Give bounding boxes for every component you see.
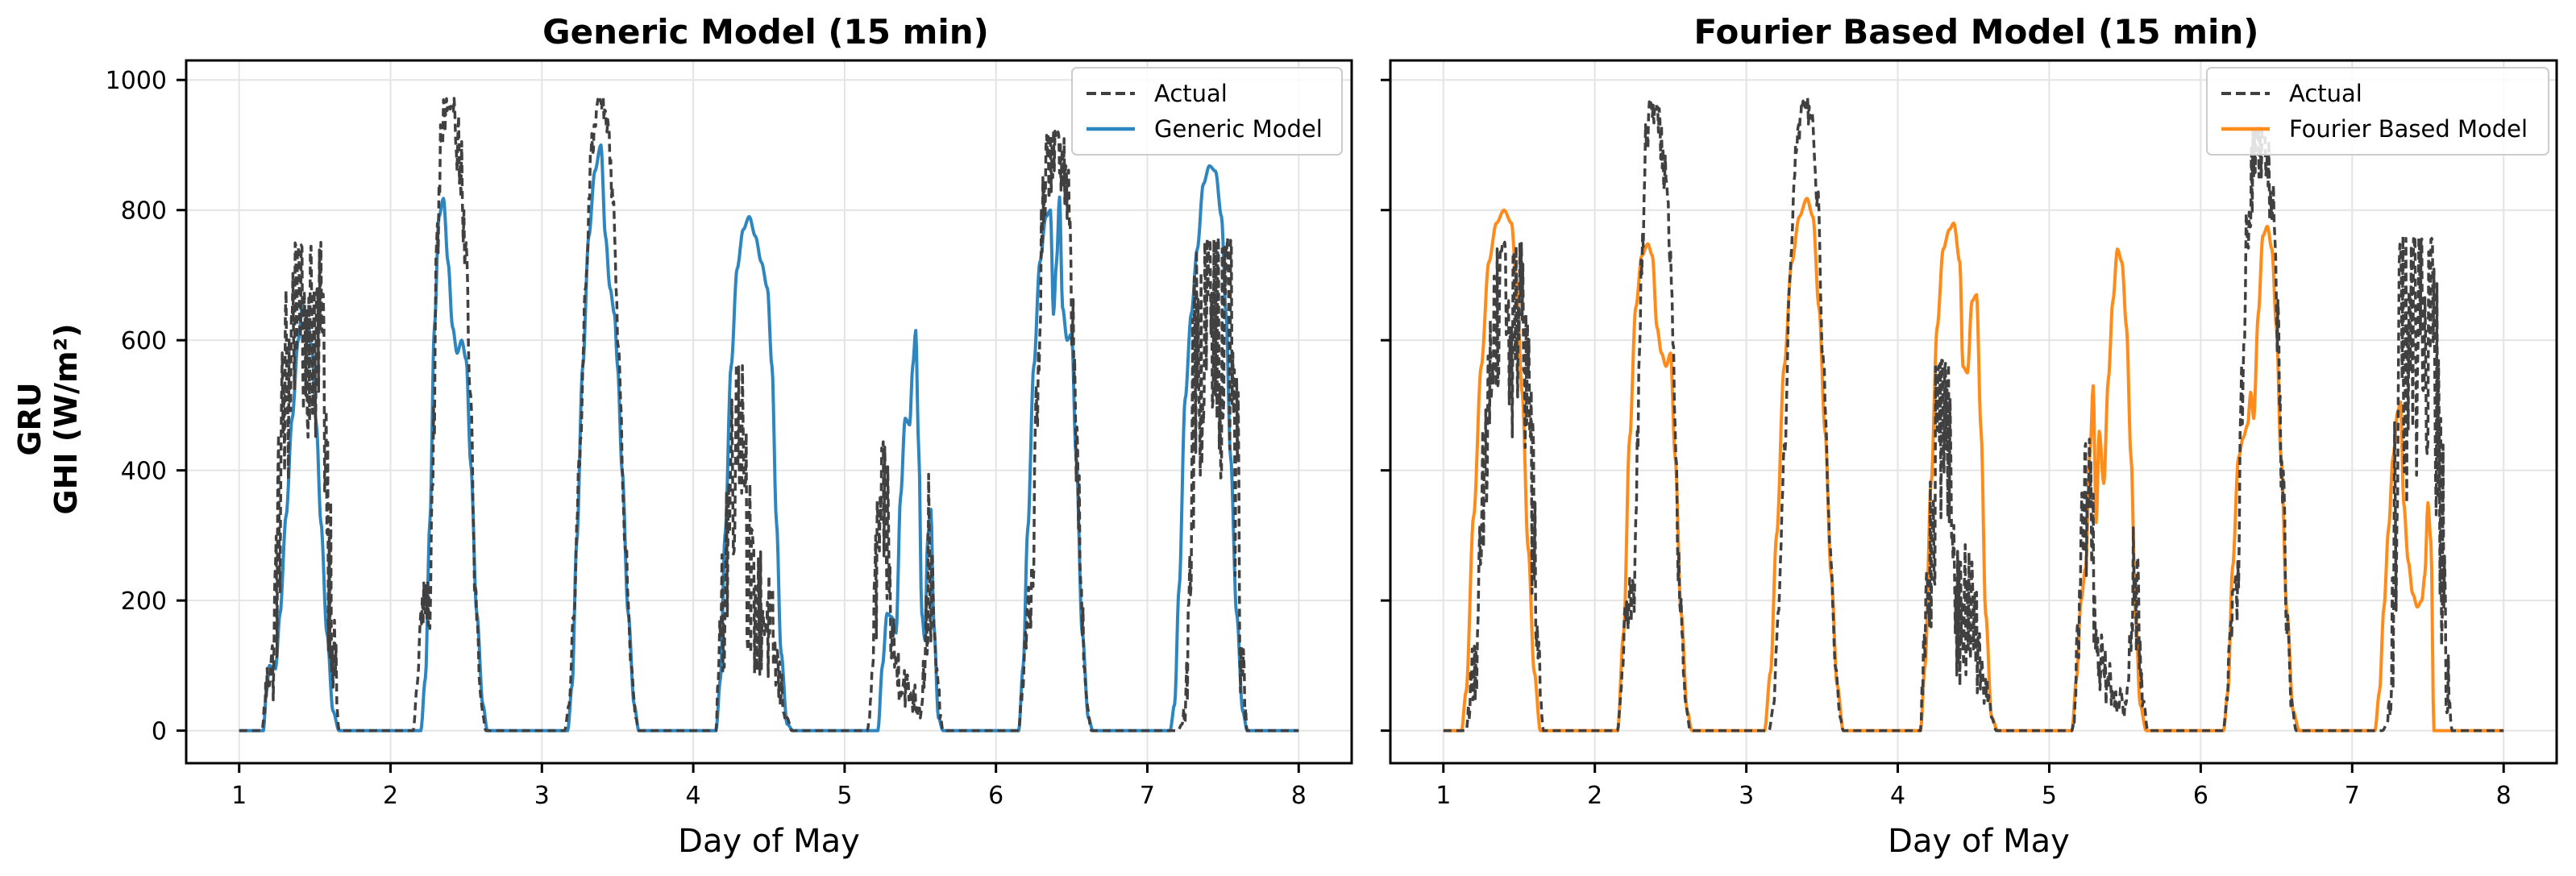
legend-actual-label: Actual [2289, 80, 2362, 107]
y-tick-label: 200 [121, 587, 167, 616]
panel-generic-lines [238, 96, 1300, 733]
ylabel-line1: GRU [12, 382, 48, 455]
y-tick-label: 0 [152, 718, 167, 746]
legend-actual-label: Actual [1154, 80, 1228, 107]
x-tick-label: 3 [1739, 782, 1754, 810]
x-tick-label: 8 [1291, 782, 1307, 810]
x-tick-label: 7 [1140, 782, 1155, 810]
x-tick-label: 7 [2345, 782, 2360, 810]
series-actual [1442, 95, 2505, 733]
panel-fourier: Fourier Based Model (15 min) 1 2 3 4 5 6 7 8 Da… [1381, 12, 2558, 860]
panel-fourier-legend: Actual Fourier Based Model [2206, 67, 2549, 156]
panel-generic-xlabel: Day of May [678, 823, 860, 860]
panel-generic-frame [185, 59, 1353, 765]
x-tick-label: 3 [534, 782, 550, 810]
x-tick-label: 5 [837, 782, 852, 810]
x-tick-label: 6 [988, 782, 1003, 810]
x-tick-label: 1 [231, 782, 247, 810]
x-tick-label: 1 [1435, 782, 1451, 810]
legend-generic-label: Generic Model [1154, 115, 1323, 143]
y-tick-label: 1000 [106, 67, 167, 95]
legend-fourier-label: Fourier Based Model [2289, 115, 2528, 143]
x-tick-label: 4 [686, 782, 701, 810]
panel-fourier-ticks: 1 2 3 4 5 6 7 8 [1381, 78, 2512, 810]
series-fourier-based-model [1442, 197, 2505, 733]
x-tick-label: 2 [383, 782, 398, 810]
panel-fourier-frame [1389, 59, 2558, 765]
panel-fourier-lines [1442, 95, 2505, 733]
x-tick-label: 8 [2496, 782, 2512, 810]
legend-box [2206, 67, 2549, 156]
panel-fourier-title: Fourier Based Model (15 min) [1694, 12, 2259, 52]
x-tick-label: 2 [1587, 782, 1602, 810]
panel-fourier-xlabel: Day of May [1888, 823, 2070, 860]
panel-generic: Generic Model (15 min) 1 2 3 4 5 6 7 8 0 200 400 60… [106, 12, 1353, 860]
y-tick-label: 600 [121, 327, 167, 355]
ylabel-line2: GHI (W/m²) [48, 323, 84, 514]
panel-generic-title: Generic Model (15 min) [542, 12, 989, 52]
x-tick-label: 5 [2042, 782, 2057, 810]
series-actual [238, 96, 1300, 733]
panel-generic-ticks: 1 2 3 4 5 6 7 8 0 200 400 600 800 1000 [106, 67, 1307, 810]
y-tick-label: 800 [121, 197, 167, 226]
x-tick-label: 4 [1890, 782, 1905, 810]
x-tick-label: 6 [2193, 782, 2208, 810]
y-tick-label: 400 [121, 458, 167, 486]
panel-generic-legend: Actual Generic Model [1071, 67, 1343, 156]
legend-box [1071, 67, 1343, 156]
